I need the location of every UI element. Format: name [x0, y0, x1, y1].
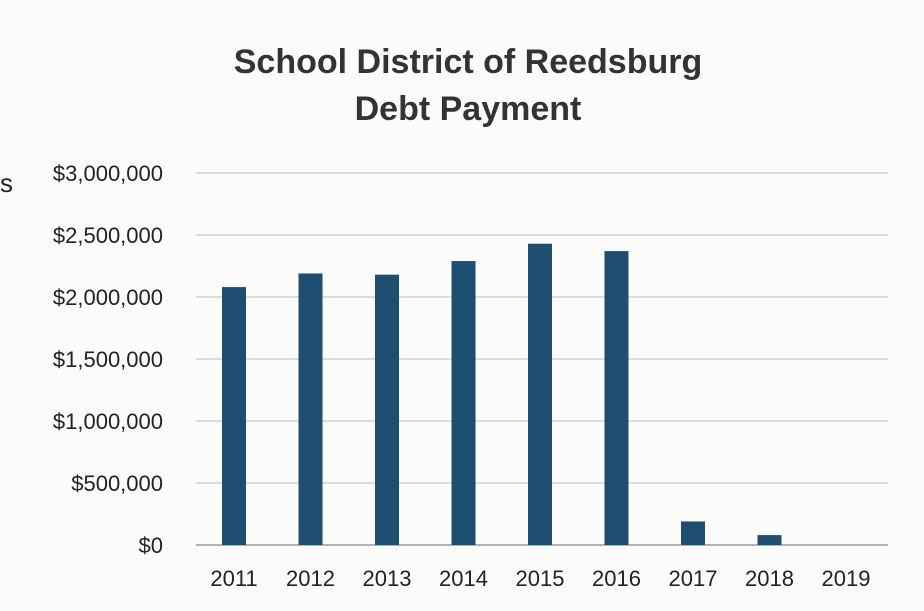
- y-tick-label: $1,500,000: [53, 347, 163, 372]
- x-tick-label-2014: 2014: [439, 566, 488, 591]
- bar-2013: [375, 274, 399, 545]
- chart-title-line-2: Debt Payment: [355, 90, 582, 128]
- y-axis-tick-labels: $0 $500,000 $1,000,000 $1,500,000 $2,000,000…: [53, 161, 163, 558]
- bar-2017: [681, 521, 705, 545]
- bar-2011: [222, 287, 246, 545]
- bars: [222, 243, 782, 545]
- y-tick-label: $2,500,000: [53, 223, 163, 248]
- y-tick-label: $2,000,000: [53, 285, 163, 310]
- cropped-text-fragment: s: [0, 168, 13, 198]
- bar-2012: [298, 273, 323, 545]
- x-axis-tick-labels: 2011 2012 2013 2014 2015 2016 2017 2018 2019: [210, 566, 870, 591]
- chart-title-line-1: School District of Reedsburg: [234, 43, 703, 81]
- x-tick-label-2017: 2017: [669, 566, 718, 591]
- y-tick-label: $1,000,000: [53, 409, 163, 434]
- y-tick-label: $500,000: [71, 471, 163, 496]
- bar-2015: [528, 243, 552, 545]
- x-tick-label-2011: 2011: [210, 566, 257, 591]
- bar-2014: [451, 261, 476, 545]
- x-tick-label-2012: 2012: [286, 566, 335, 591]
- y-tick-label: $3,000,000: [53, 161, 163, 186]
- x-tick-label-2019: 2019: [822, 566, 871, 591]
- x-tick-label-2018: 2018: [745, 566, 794, 591]
- bar-2018: [757, 535, 782, 545]
- x-tick-label-2016: 2016: [592, 566, 641, 591]
- y-tick-label: $0: [139, 533, 163, 558]
- x-tick-label-2013: 2013: [363, 566, 412, 591]
- bar-2016: [604, 251, 629, 545]
- x-tick-label-2015: 2015: [516, 566, 565, 591]
